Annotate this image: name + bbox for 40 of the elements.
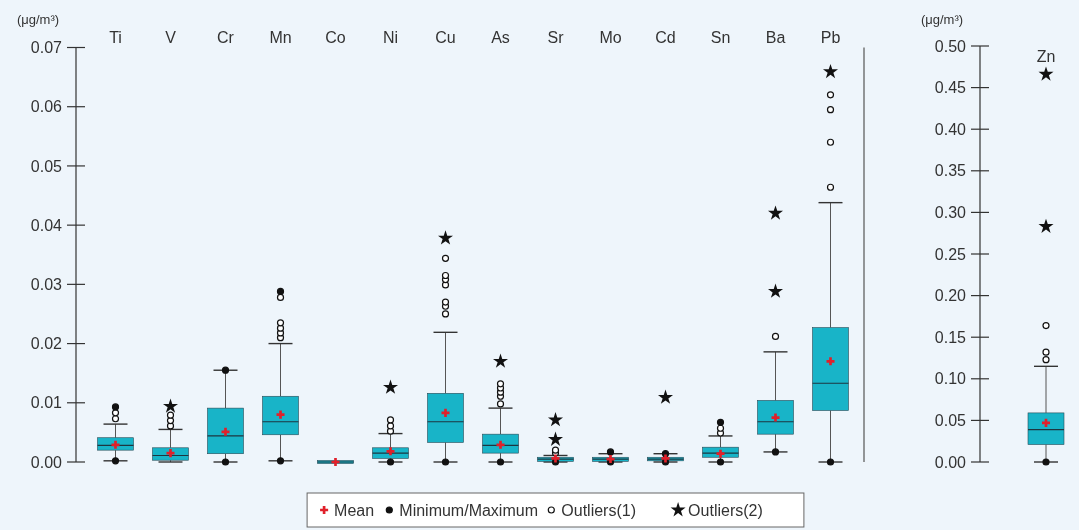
x-tick-label: V <box>165 29 177 46</box>
y-tick-label: 0.35 <box>934 162 967 180</box>
x-tick-label: Ni <box>382 29 399 46</box>
y-tick-label: 0.02 <box>30 335 63 353</box>
y-tick-label: 0.07 <box>30 39 63 57</box>
y-axis-title: (μg/m³) <box>920 12 964 27</box>
y-tick-label: 0.15 <box>934 328 967 346</box>
x-tick-label: Sr <box>547 29 565 46</box>
x-tick-label: Zn <box>1036 48 1056 65</box>
y-tick-label: 0.45 <box>934 79 967 97</box>
y-tick-label: 0.40 <box>934 120 967 138</box>
y-tick-label: 0.00 <box>934 453 967 471</box>
legend-label: Mean <box>334 501 375 519</box>
y-tick-label: 0.20 <box>934 287 967 305</box>
x-tick-label: Ba <box>765 29 786 46</box>
x-tick-label: Pb <box>820 29 841 46</box>
y-tick-label: 0.05 <box>30 157 63 175</box>
y-axis-title: (μg/m³) <box>16 12 60 27</box>
y-tick-label: 0.04 <box>30 216 63 234</box>
x-tick-label: Cr <box>217 29 235 46</box>
legend-label: Outliers(2) <box>688 501 763 519</box>
x-tick-label: Mo <box>599 29 622 46</box>
y-tick-label: 0.10 <box>934 370 967 388</box>
x-tick-label: Cu <box>435 29 456 46</box>
x-tick-label: As <box>491 29 510 46</box>
x-tick-label: Sn <box>710 29 731 46</box>
x-tick-label: Co <box>325 29 346 46</box>
y-tick-label: 0.01 <box>30 394 63 412</box>
legend-label: Minimum/Maximum <box>399 501 538 519</box>
x-tick-label: Mn <box>269 29 292 46</box>
y-tick-label: 0.50 <box>934 37 967 55</box>
x-tick-label: Cd <box>655 29 676 46</box>
legend-label: Outliers(1) <box>561 501 636 519</box>
y-tick-label: 0.06 <box>30 98 63 116</box>
y-tick-label: 0.03 <box>30 275 63 293</box>
y-tick-label: 0.00 <box>30 453 63 471</box>
x-tick-label: Ti <box>109 29 122 46</box>
y-tick-label: 0.25 <box>934 245 967 263</box>
y-tick-label: 0.30 <box>934 204 967 221</box>
y-tick-label: 0.05 <box>934 412 967 429</box>
